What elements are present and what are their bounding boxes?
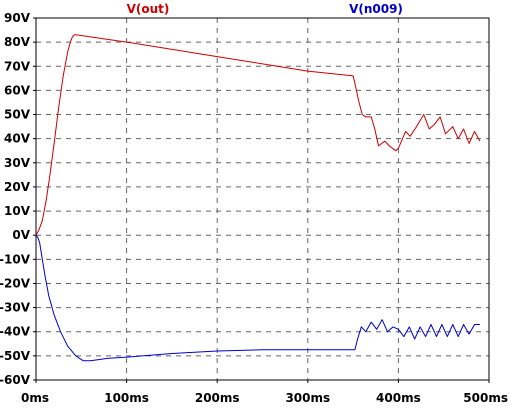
y-tick-label: 50V [4, 108, 31, 122]
legend-entry: V(out) [127, 2, 170, 16]
y-tick-label: -20V [0, 276, 31, 290]
legend-entry: V(n009) [349, 2, 403, 16]
y-tick-label: -10V [0, 252, 31, 266]
series-line-v-n009 [35, 234, 480, 362]
y-tick-label: 20V [4, 180, 31, 194]
x-axis-ticks: 0ms 100ms 200ms 300ms 400ms 500ms [21, 380, 508, 405]
y-tick-label: -40V [0, 325, 31, 339]
y-tick-label: 70V [4, 59, 31, 73]
grid [36, 18, 489, 380]
y-tick-label: 30V [4, 156, 31, 170]
x-tick-label: 300ms [285, 391, 330, 405]
series-lines [35, 34, 481, 362]
x-tick-label: 100ms [104, 391, 149, 405]
plot-area [35, 17, 490, 381]
y-tick-label: -60V [0, 373, 31, 387]
y-tick-label: 80V [4, 35, 31, 49]
y-tick-label: 0V [12, 228, 30, 242]
y-tick-label: 90V [4, 11, 31, 25]
x-tick-label: 200ms [195, 391, 240, 405]
y-axis-ticks: 90V 80V 70V 60V 50V 40V 30V 20V 10V 0V -10V -20V -30… [0, 11, 36, 387]
y-tick-label: -50V [0, 349, 31, 363]
x-tick-label: 400ms [376, 391, 421, 405]
x-tick-label: 0ms [21, 391, 49, 405]
x-tick-label: 500ms [463, 391, 508, 405]
y-tick-label: 60V [4, 83, 31, 97]
legend: V(out) V(n009) [127, 2, 403, 16]
y-tick-label: -30V [0, 301, 31, 315]
series-line-v-out [35, 34, 481, 236]
y-tick-label: 10V [4, 204, 31, 218]
y-tick-label: 40V [4, 132, 31, 146]
